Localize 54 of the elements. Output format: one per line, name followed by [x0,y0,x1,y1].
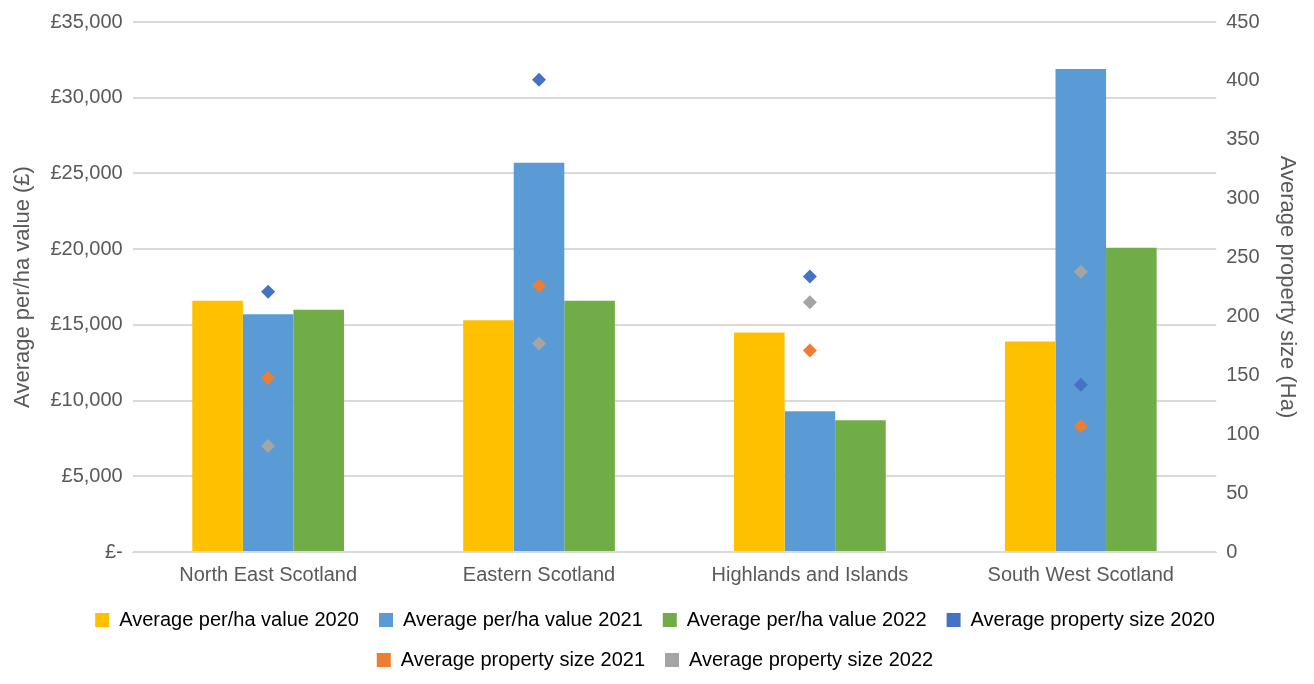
y-tick-label: £15,000 [50,312,123,335]
y2-axis-title: Average property size (Ha) [1275,155,1301,419]
bar [242,314,294,551]
point [1073,264,1088,279]
bar [192,300,243,551]
legend-label: Average property size 2021 [400,647,646,670]
point [1073,418,1088,433]
bar [564,300,615,551]
x-tick-label: Highlands and Islands [711,562,909,585]
bar [734,332,785,551]
y-tick-label: £10,000 [50,388,123,411]
point [802,295,817,310]
y2-tick-label: 50 [1226,480,1249,503]
x-tick-label: South West Scotland [987,562,1174,585]
y2-tick-label: 200 [1226,303,1260,326]
y-tick-label: £30,000 [50,85,123,108]
x-tick-label: North East Scotland [179,562,358,585]
y-axis-title: Average per/ha value (£) [9,166,35,408]
point [261,370,276,385]
legend-label: Average per/ha value 2021 [402,607,643,630]
y-tick-label: £5,000 [61,463,123,486]
legend-label: Average per/ha value 2022 [686,607,927,630]
bar [1055,68,1107,551]
bar [463,320,514,551]
y2-tick-label: 100 [1226,421,1260,444]
point [802,269,817,284]
y-tick-label: £20,000 [50,236,123,259]
bar [784,411,836,551]
legend-label: Average property size 2020 [970,607,1215,630]
y-tick-label: £25,000 [50,160,123,183]
bar [1004,341,1056,551]
bar [835,420,886,551]
y2-tick-label: 250 [1226,245,1260,268]
bar [293,309,344,551]
y2-tick-label: 450 [1226,9,1260,32]
y2-tick-label: 0 [1226,539,1238,562]
y2-tick-label: 400 [1226,68,1260,91]
bar [513,162,565,551]
point [532,278,547,293]
x-tick-label: Eastern Scotland [462,562,616,585]
y2-tick-label: 150 [1226,362,1260,385]
legend-label: Average property size 2022 [689,647,934,670]
point [261,284,276,299]
point [1073,377,1088,392]
y2-tick-label: 350 [1226,127,1260,150]
y-tick-label: £- [104,539,123,562]
y2-tick-label: 300 [1226,186,1260,209]
point [802,343,817,358]
y-tick-label: £35,000 [50,9,123,32]
point [532,72,547,87]
point [532,336,547,351]
point [261,439,276,453]
bar [1106,247,1157,551]
legend-label: Average per/ha value 2020 [119,607,359,630]
